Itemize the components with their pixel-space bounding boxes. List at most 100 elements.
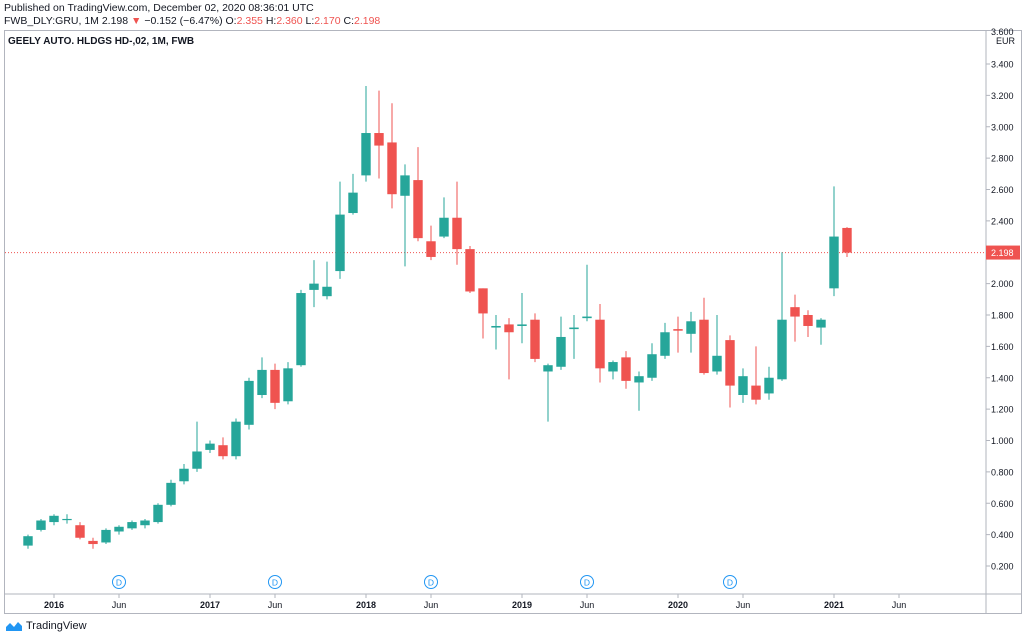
candle-body <box>686 321 696 334</box>
candle-body <box>517 324 527 326</box>
dividend-label: D <box>116 578 122 588</box>
candle <box>712 315 722 375</box>
symbol-label: FWB_DLY:GRU, 1M <box>4 15 99 27</box>
candle-body <box>465 249 475 292</box>
x-tick-label: 2018 <box>356 600 376 610</box>
candle <box>426 225 436 261</box>
y-tick-label-partial: 3.600 <box>991 27 1014 37</box>
currency-label: EUR <box>996 36 1016 46</box>
y-tick-label: 2.400 <box>991 216 1014 226</box>
candle-body <box>270 369 280 403</box>
candle-body <box>725 340 735 386</box>
candle-body <box>114 526 124 532</box>
candle-body <box>426 241 436 257</box>
candle-body <box>569 327 579 330</box>
candle <box>127 520 137 530</box>
candle-body <box>400 175 410 196</box>
candle-body <box>491 325 501 328</box>
y-tick-label: 1.000 <box>991 436 1014 446</box>
dividend-label: D <box>428 578 434 588</box>
y-tick-label: 1.200 <box>991 405 1014 415</box>
candle <box>452 181 462 265</box>
candle-body <box>803 315 813 326</box>
candle <box>634 371 644 411</box>
candle <box>478 288 488 339</box>
symbol-ohlc-line: FWB_DLY:GRU, 1M 2.198 ▼ −0.152 (−6.47%) … <box>4 15 380 27</box>
dividend-marker: D <box>580 575 594 589</box>
candle-body <box>361 133 371 176</box>
candle-body <box>530 319 540 359</box>
y-tick-label: 0.200 <box>991 562 1014 572</box>
y-tick-label: 3.200 <box>991 91 1014 101</box>
open-value: 2.355 <box>236 15 263 27</box>
footer-brand: TradingView <box>26 620 87 632</box>
candle-body <box>49 515 59 523</box>
candle-body <box>231 421 241 457</box>
candle <box>296 289 306 367</box>
down-arrow-icon: ▼ <box>131 15 142 27</box>
candle <box>244 377 254 430</box>
candle-body <box>257 369 267 396</box>
y-tick-label: 3.000 <box>991 122 1014 132</box>
candle-body <box>842 227 852 253</box>
x-tick-label: Jun <box>112 600 127 610</box>
candle-body <box>751 385 761 400</box>
candle <box>49 514 59 526</box>
low-value: 2.170 <box>314 15 341 27</box>
candle-body <box>283 368 293 402</box>
dividend-label: D <box>584 578 590 588</box>
candle <box>556 316 566 370</box>
candle <box>582 264 592 322</box>
y-tick-label: 3.400 <box>991 60 1014 70</box>
dividend-marker: D <box>112 575 126 589</box>
candle <box>491 315 501 350</box>
candle-body <box>36 520 46 530</box>
candle <box>725 335 735 408</box>
chart-frame[interactable] <box>4 30 1022 614</box>
candle <box>400 164 410 267</box>
candle-body <box>387 142 397 195</box>
dividend-circle <box>268 575 282 589</box>
candle <box>374 90 384 179</box>
x-tick-label: Jun <box>892 600 907 610</box>
candle <box>231 418 241 460</box>
candle-body <box>127 522 137 529</box>
candle <box>192 421 202 472</box>
candle-body <box>153 504 163 523</box>
candle <box>75 522 85 540</box>
last-price-label: 2.198 <box>991 248 1014 258</box>
candle-body <box>647 354 657 378</box>
last-price: 2.198 <box>101 15 129 27</box>
candle <box>660 322 670 359</box>
tradingview-footer[interactable]: TradingView <box>6 620 87 632</box>
candle-body <box>335 214 345 272</box>
candle <box>777 252 787 381</box>
candle-body <box>556 336 566 367</box>
y-tick-label: 0.600 <box>991 499 1014 509</box>
x-tick-label: 2019 <box>512 600 532 610</box>
candle <box>764 366 774 400</box>
close-value: 2.198 <box>353 15 381 27</box>
candle-body <box>348 192 358 214</box>
tradingview-logo-icon <box>6 621 22 631</box>
candle-body <box>296 293 306 366</box>
y-tick-label: 0.800 <box>991 467 1014 477</box>
close-label: C: <box>343 15 354 27</box>
candle <box>270 363 280 410</box>
x-tick-label: Jun <box>268 600 283 610</box>
candle <box>62 514 72 524</box>
x-tick-label: 2020 <box>668 600 688 610</box>
candle-body <box>75 525 85 538</box>
candle <box>309 260 319 308</box>
candle-body <box>62 518 72 521</box>
candle-body <box>205 443 215 450</box>
candle-body <box>413 180 423 239</box>
candle <box>569 315 579 359</box>
candle-body <box>543 365 553 372</box>
candle <box>413 147 423 242</box>
y-tick-label: 2.600 <box>991 185 1014 195</box>
dividend-label: D <box>272 578 278 588</box>
candle <box>205 440 215 454</box>
candle <box>166 479 176 507</box>
